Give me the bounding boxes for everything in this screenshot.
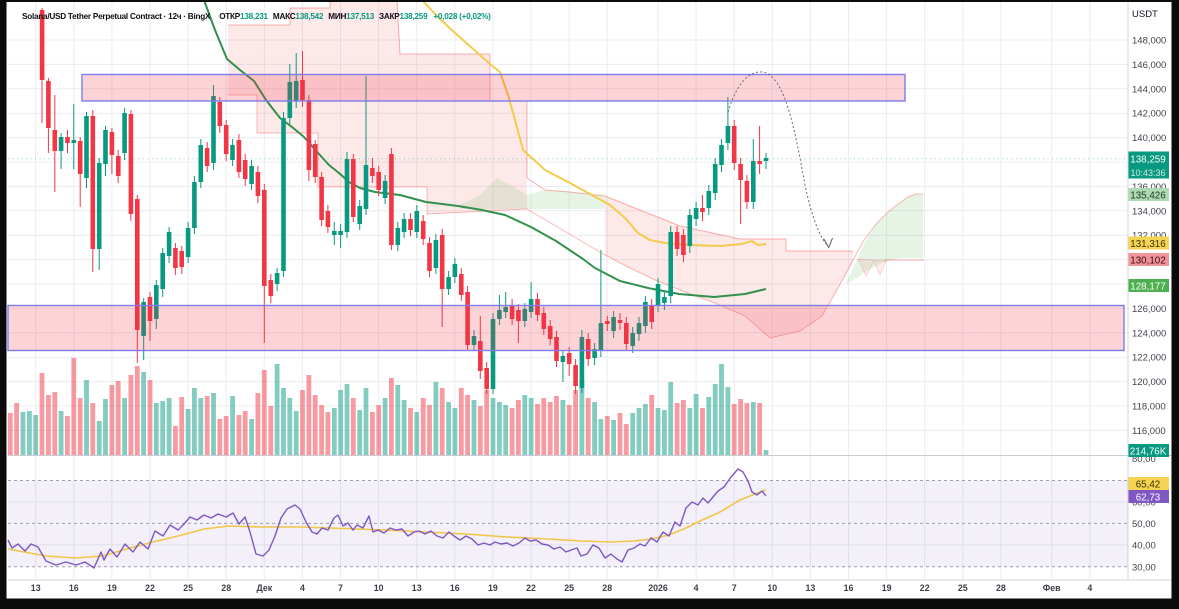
svg-text:16: 16: [450, 583, 460, 593]
svg-text:132,000: 132,000: [1132, 231, 1166, 242]
svg-text:134,000: 134,000: [1132, 206, 1166, 217]
svg-text:25: 25: [958, 583, 968, 593]
svg-text:116,000: 116,000: [1132, 426, 1166, 437]
svg-text:214,76K: 214,76K: [1130, 446, 1167, 457]
svg-text:Дек: Дек: [256, 583, 272, 593]
svg-text:10: 10: [767, 583, 777, 593]
svg-text:28: 28: [221, 583, 231, 593]
svg-text:140,000: 140,000: [1132, 133, 1166, 144]
svg-text:Solana/USD Tether Perpetual Co: Solana/USD Tether Perpetual Contract · 1…: [22, 12, 491, 21]
svg-text:126,000: 126,000: [1132, 304, 1166, 315]
svg-text:19: 19: [882, 583, 892, 593]
svg-text:USDT: USDT: [1132, 9, 1158, 20]
svg-text:Фев: Фев: [1043, 583, 1061, 593]
svg-text:25: 25: [183, 583, 193, 593]
svg-text:10:43:36: 10:43:36: [1130, 168, 1165, 178]
svg-text:142,000: 142,000: [1132, 109, 1166, 120]
svg-text:120,000: 120,000: [1132, 377, 1166, 388]
svg-text:28: 28: [602, 583, 612, 593]
svg-text:25: 25: [564, 583, 574, 593]
svg-text:2026: 2026: [648, 583, 668, 593]
svg-text:50,00: 50,00: [1132, 519, 1156, 530]
svg-text:13: 13: [412, 583, 422, 593]
svg-text:80,00: 80,00: [1132, 454, 1156, 465]
svg-text:13: 13: [806, 583, 816, 593]
svg-text:28: 28: [996, 583, 1006, 593]
svg-text:19: 19: [488, 583, 498, 593]
svg-text:124,000: 124,000: [1132, 328, 1166, 339]
svg-text:16: 16: [844, 583, 854, 593]
svg-text:138,259: 138,259: [1130, 154, 1165, 165]
svg-text:62,73: 62,73: [1136, 492, 1161, 503]
svg-text:7: 7: [338, 583, 343, 593]
svg-text:144,000: 144,000: [1132, 84, 1166, 95]
svg-text:22: 22: [526, 583, 536, 593]
svg-text:40,00: 40,00: [1132, 541, 1156, 552]
svg-text:4: 4: [300, 583, 305, 593]
svg-text:128,177: 128,177: [1130, 281, 1165, 292]
svg-text:148,000: 148,000: [1132, 36, 1166, 47]
svg-text:7: 7: [732, 583, 737, 593]
svg-text:118,000: 118,000: [1132, 402, 1166, 413]
svg-text:4: 4: [694, 583, 699, 593]
svg-text:19: 19: [107, 583, 117, 593]
svg-text:135,426: 135,426: [1130, 190, 1166, 201]
svg-text:16: 16: [69, 583, 79, 593]
svg-text:146,000: 146,000: [1132, 60, 1166, 71]
svg-text:130,102: 130,102: [1130, 255, 1165, 266]
svg-text:122,000: 122,000: [1132, 353, 1166, 364]
svg-text:13: 13: [31, 583, 41, 593]
svg-text:4: 4: [1087, 583, 1092, 593]
svg-text:131,316: 131,316: [1130, 239, 1166, 250]
svg-text:30,00: 30,00: [1132, 562, 1156, 573]
svg-text:136,000: 136,000: [1132, 182, 1166, 193]
svg-text:10: 10: [374, 583, 384, 593]
svg-text:22: 22: [920, 583, 930, 593]
svg-text:22: 22: [145, 583, 155, 593]
svg-text:65,42: 65,42: [1136, 479, 1161, 490]
